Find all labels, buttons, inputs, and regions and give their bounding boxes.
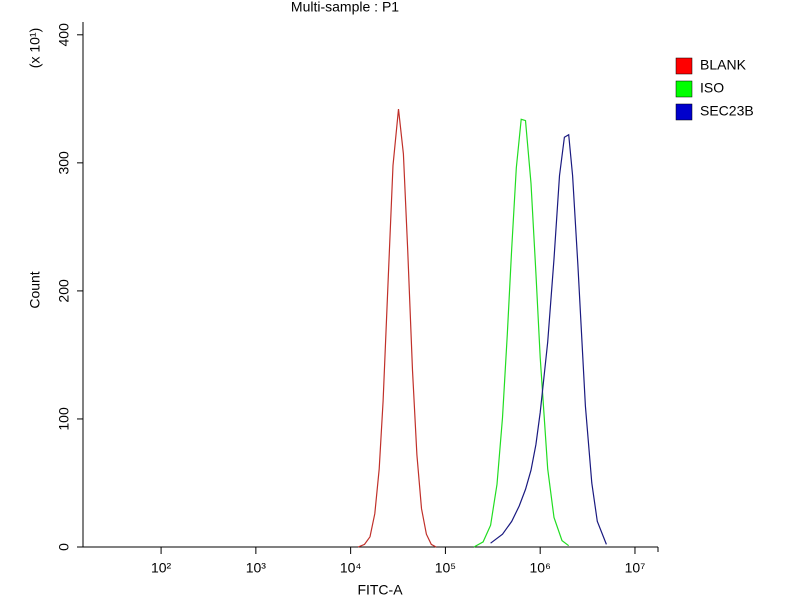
- legend-swatch: [675, 57, 693, 75]
- x-tick-label: 10⁶: [530, 560, 551, 576]
- y-tick-label: 100: [56, 407, 72, 431]
- x-tick-label: 10³: [246, 560, 267, 576]
- chart-title: Multi-sample : P1: [291, 0, 399, 15]
- x-axis-label: FITC-A: [357, 582, 403, 598]
- x-tick-label: 10⁴: [340, 560, 362, 576]
- y-tick-label: 200: [56, 279, 72, 303]
- y-axis-label: Count: [27, 271, 43, 308]
- y-multiplier: (x 10¹): [27, 28, 43, 68]
- y-tick-label: 300: [56, 151, 72, 175]
- x-tick-label: 10²: [151, 560, 172, 576]
- legend-swatch: [675, 103, 693, 121]
- legend-label: SEC23B: [700, 103, 754, 119]
- histogram-line: [357, 109, 437, 548]
- y-tick-label: 400: [56, 23, 72, 47]
- x-tick-label: 10⁵: [435, 560, 456, 576]
- x-tick-label: 10⁷: [625, 560, 646, 576]
- legend-label: ISO: [700, 80, 724, 96]
- legend-label: BLANK: [700, 57, 747, 73]
- histogram-line: [490, 133, 607, 545]
- legend-swatch: [675, 80, 693, 98]
- y-tick-label: 0: [56, 543, 72, 551]
- histogram-line: [473, 118, 570, 548]
